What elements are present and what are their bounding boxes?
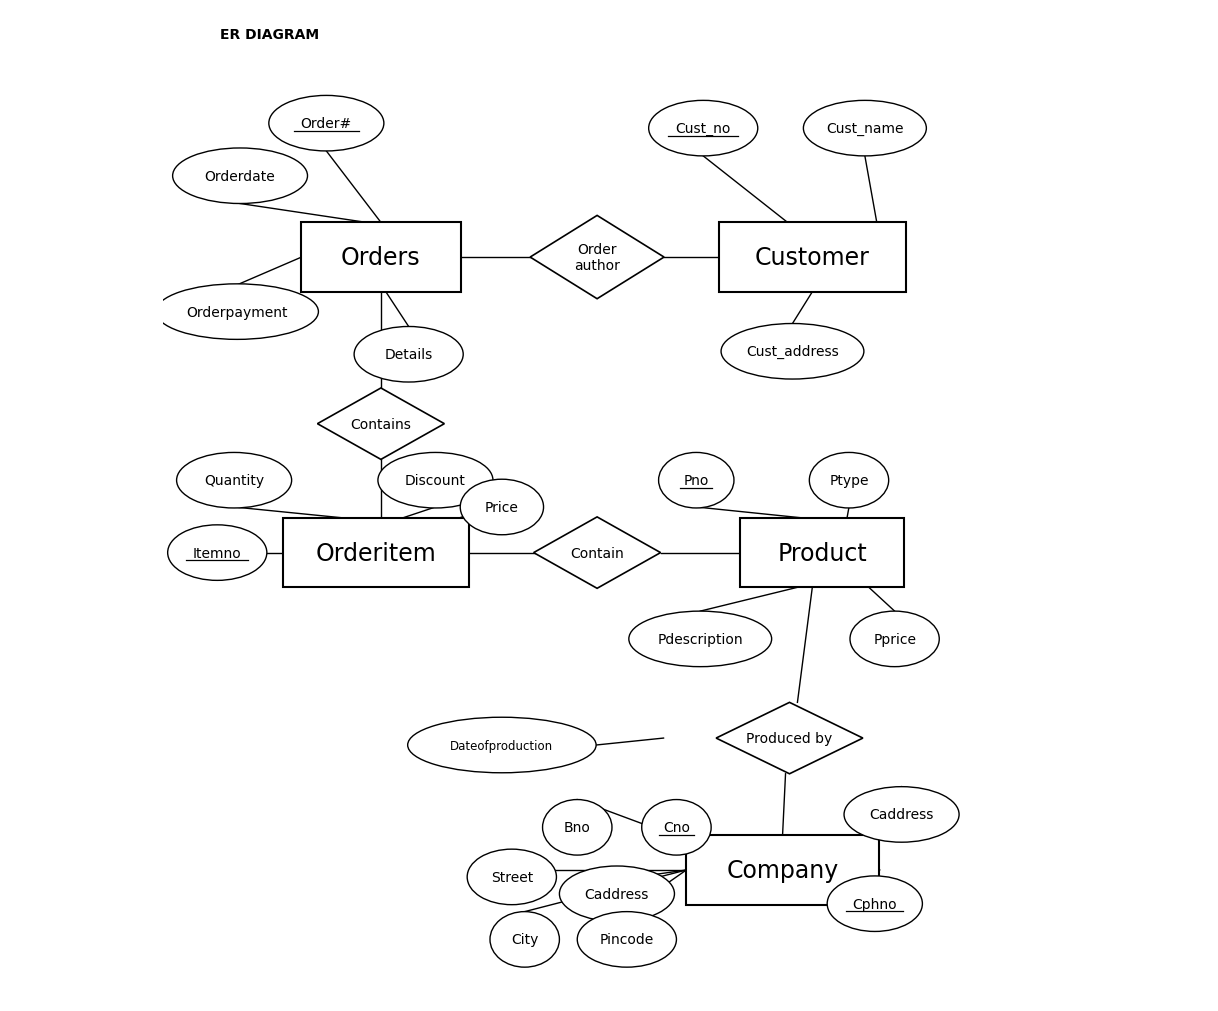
Text: Pno: Pno (683, 474, 709, 487)
Ellipse shape (460, 480, 543, 535)
Ellipse shape (809, 453, 889, 509)
Text: Bno: Bno (564, 821, 591, 834)
Polygon shape (533, 518, 660, 588)
Text: Customer: Customer (755, 246, 870, 270)
Text: Order#: Order# (301, 117, 352, 131)
Bar (283, 519, 469, 587)
Text: Caddress: Caddress (870, 808, 934, 822)
Text: Street: Street (491, 870, 533, 884)
Ellipse shape (378, 453, 493, 509)
Text: Order
author: Order author (574, 243, 620, 273)
Ellipse shape (156, 284, 318, 340)
Text: ER DIAGRAM: ER DIAGRAM (220, 28, 319, 41)
Ellipse shape (844, 787, 959, 842)
Text: City: City (512, 932, 538, 946)
Text: Orders: Orders (341, 246, 420, 270)
Ellipse shape (177, 453, 291, 509)
Text: Orderpayment: Orderpayment (186, 305, 287, 319)
Text: Cust_no: Cust_no (676, 122, 731, 136)
Ellipse shape (490, 912, 559, 968)
Text: Discount: Discount (406, 474, 465, 487)
Text: Orderdate: Orderdate (205, 170, 275, 184)
Ellipse shape (721, 325, 864, 380)
Text: Ptype: Ptype (829, 474, 868, 487)
Bar (719, 223, 905, 292)
Text: Itemno: Itemno (192, 546, 241, 560)
Ellipse shape (408, 718, 596, 773)
Ellipse shape (628, 612, 772, 667)
Text: Details: Details (385, 348, 432, 362)
Bar (686, 835, 879, 905)
Text: Company: Company (726, 858, 839, 882)
Ellipse shape (354, 328, 463, 382)
Ellipse shape (173, 149, 307, 204)
Text: Produced by: Produced by (747, 731, 833, 745)
Text: Cust_address: Cust_address (747, 345, 839, 359)
Text: Quantity: Quantity (205, 474, 264, 487)
Text: Contains: Contains (351, 418, 412, 432)
Text: Pincode: Pincode (599, 932, 654, 946)
Text: Dateofproduction: Dateofproduction (451, 739, 553, 752)
Polygon shape (716, 703, 862, 774)
Ellipse shape (659, 453, 734, 509)
Bar (741, 519, 904, 587)
Ellipse shape (559, 866, 675, 922)
Ellipse shape (804, 101, 927, 157)
Text: Cphno: Cphno (853, 897, 898, 911)
Bar (301, 223, 462, 292)
Text: Caddress: Caddress (585, 887, 649, 901)
Text: Product: Product (777, 541, 867, 565)
Polygon shape (530, 216, 664, 299)
Ellipse shape (542, 800, 611, 855)
Text: Contain: Contain (570, 546, 624, 560)
Ellipse shape (649, 101, 758, 157)
Ellipse shape (468, 849, 557, 905)
Ellipse shape (577, 912, 676, 968)
Text: Pprice: Pprice (873, 632, 916, 646)
Ellipse shape (850, 612, 939, 667)
Ellipse shape (642, 800, 711, 855)
Text: Cust_name: Cust_name (826, 122, 904, 136)
Text: Pdescription: Pdescription (658, 632, 743, 646)
Polygon shape (318, 388, 445, 460)
Ellipse shape (827, 877, 922, 931)
Text: Orderitem: Orderitem (315, 541, 436, 565)
Ellipse shape (168, 526, 267, 580)
Text: Cno: Cno (663, 821, 689, 834)
Text: Price: Price (485, 500, 519, 515)
Ellipse shape (269, 96, 384, 152)
